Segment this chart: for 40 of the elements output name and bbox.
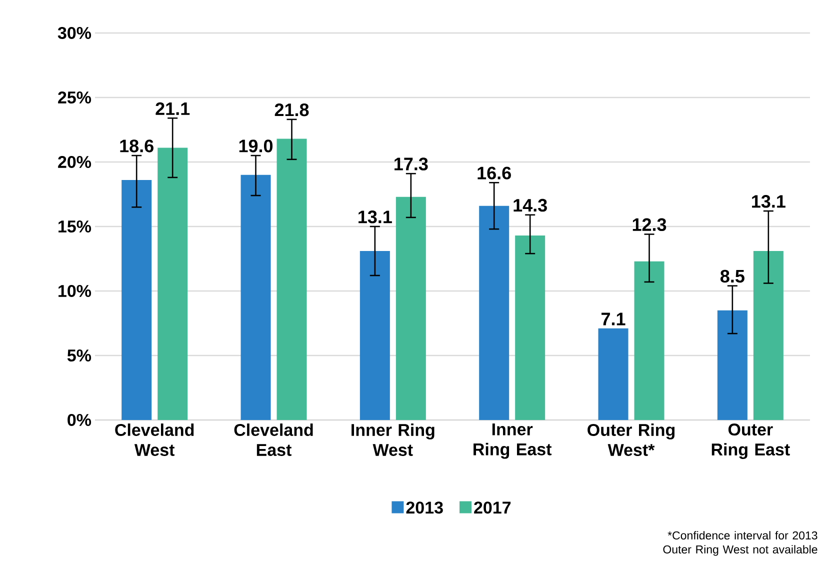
data-label: 13.1	[358, 210, 392, 224]
data-label: 8.5	[720, 270, 744, 283]
x-tick-label: Inner Ring East	[474, 424, 552, 459]
data-label: 7.1	[602, 312, 626, 326]
y-tick-label: 0%	[68, 414, 92, 426]
bar	[598, 328, 628, 420]
data-label: 14.3	[514, 198, 547, 212]
x-tick-label: Cleveland West	[115, 424, 194, 456]
data-label: 19.0	[239, 140, 273, 152]
bar	[717, 310, 748, 420]
bar	[634, 261, 664, 420]
data-label: 13.1	[752, 195, 786, 208]
bar	[240, 174, 271, 420]
x-tick-label: Outer Ring West*	[588, 424, 675, 456]
data-label: 12.3	[632, 218, 666, 232]
y-tick-label: 15%	[58, 220, 92, 232]
bar	[753, 251, 784, 420]
bar	[158, 148, 188, 420]
data-label: 18.6	[120, 140, 154, 152]
bar	[276, 138, 307, 420]
legend-label: 2013	[406, 502, 443, 514]
y-tick-label: 20%	[58, 156, 92, 168]
bar	[515, 236, 546, 420]
y-tick-label: 25%	[58, 91, 92, 104]
y-tick-label: 5%	[67, 349, 92, 362]
x-tick-label: Cleveland East	[234, 424, 313, 456]
x-tick-label: Outer Ring East	[712, 424, 790, 459]
legend-label: 2017	[474, 502, 511, 514]
data-label: 16.6	[478, 166, 511, 180]
x-tick-label: Inner Ring West	[352, 424, 434, 456]
data-label: 21.1	[156, 102, 190, 115]
bar	[479, 206, 510, 420]
data-label: 17.3	[394, 158, 428, 170]
text: *Confidence interval for 2013 Outer Ring West not available	[663, 531, 818, 556]
y-tick-label: 30%	[58, 26, 92, 40]
bar	[360, 251, 390, 420]
bar	[396, 196, 426, 420]
y-tick-label: 10%	[58, 284, 92, 298]
data-label: 21.8	[274, 103, 309, 116]
bar	[122, 180, 152, 420]
